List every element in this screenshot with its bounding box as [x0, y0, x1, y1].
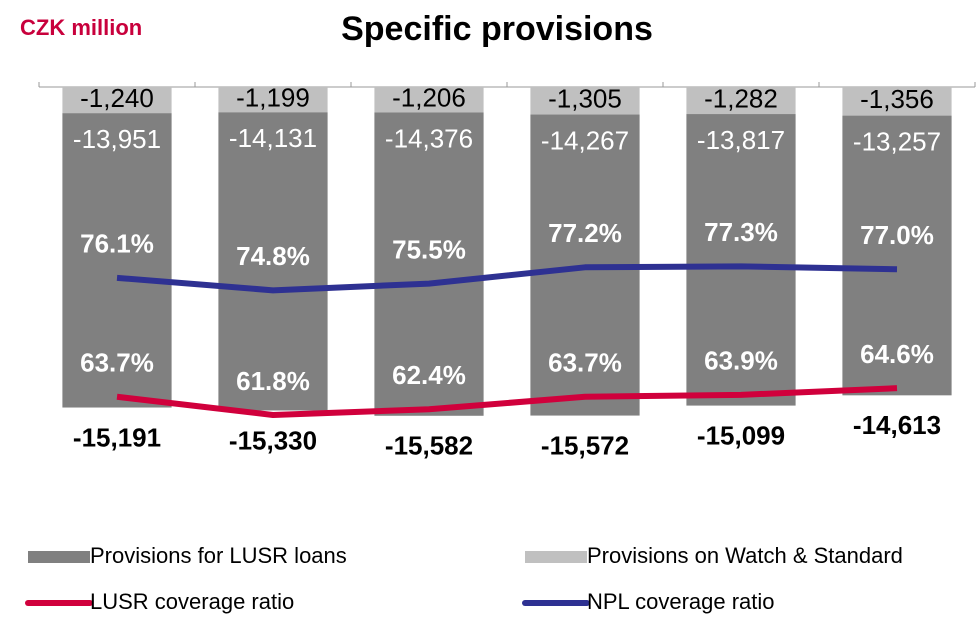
legend-label: LUSR coverage ratio — [90, 589, 294, 614]
bar-segment — [374, 112, 484, 416]
total-label: -15,191 — [73, 422, 161, 452]
bar-segment — [842, 87, 952, 116]
total-label: -14,613 — [853, 410, 941, 440]
bar-segment — [62, 113, 172, 408]
bar-segment — [374, 87, 484, 113]
total-label: -15,330 — [229, 425, 317, 455]
ratio-label: 61.8% — [236, 366, 310, 396]
ratio-label: 77.0% — [860, 220, 934, 250]
bar-value-label: -1,240 — [80, 83, 154, 113]
chart-title: Specific provisions — [341, 10, 653, 48]
legend-label: Provisions for LUSR loans — [90, 543, 347, 568]
ratio-label: 76.1% — [80, 229, 154, 259]
bar-value-label: -13,817 — [697, 125, 785, 155]
ratio-label: 77.2% — [548, 218, 622, 248]
legend-label: NPL coverage ratio — [587, 589, 775, 614]
bar-value-label: -1,199 — [236, 83, 310, 113]
bar-value-label: -13,951 — [73, 124, 161, 154]
ratio-label: 77.3% — [704, 217, 778, 247]
ratio-label: 62.4% — [392, 360, 466, 390]
ratio-line — [116, 385, 898, 419]
ratio-label: 64.6% — [860, 339, 934, 369]
ratio-label: 63.9% — [704, 346, 778, 376]
total-label: -15,582 — [385, 431, 473, 461]
bar-segment — [62, 87, 172, 114]
bar-segment — [842, 115, 952, 396]
bar-segment — [686, 114, 796, 406]
bar-segment — [218, 112, 328, 411]
total-label: -15,572 — [541, 430, 629, 460]
bar-segment — [218, 87, 328, 113]
bar-segment — [686, 87, 796, 115]
bar-value-label: -1,282 — [704, 83, 778, 113]
bar-value-label: -14,131 — [229, 123, 317, 153]
bar-value-label: -13,257 — [853, 126, 941, 156]
legend-swatch — [525, 551, 587, 563]
ratio-line — [116, 263, 898, 294]
legend-label: Provisions on Watch & Standard — [587, 543, 903, 568]
ratio-label: 74.8% — [236, 241, 310, 271]
ratio-label: 75.5% — [392, 234, 466, 264]
bar-value-label: -14,267 — [541, 125, 629, 155]
ratio-label: 63.7% — [80, 348, 154, 378]
bar-value-label: -14,376 — [385, 123, 473, 153]
bar-value-label: -1,356 — [860, 84, 934, 114]
legend-swatch — [28, 551, 90, 563]
bar-value-label: -1,305 — [548, 84, 622, 114]
total-label: -15,099 — [697, 420, 785, 450]
unit-label: CZK million — [20, 15, 142, 40]
bar-value-label: -1,206 — [392, 83, 466, 113]
bar-segment — [530, 87, 640, 115]
ratio-label: 63.7% — [548, 348, 622, 378]
